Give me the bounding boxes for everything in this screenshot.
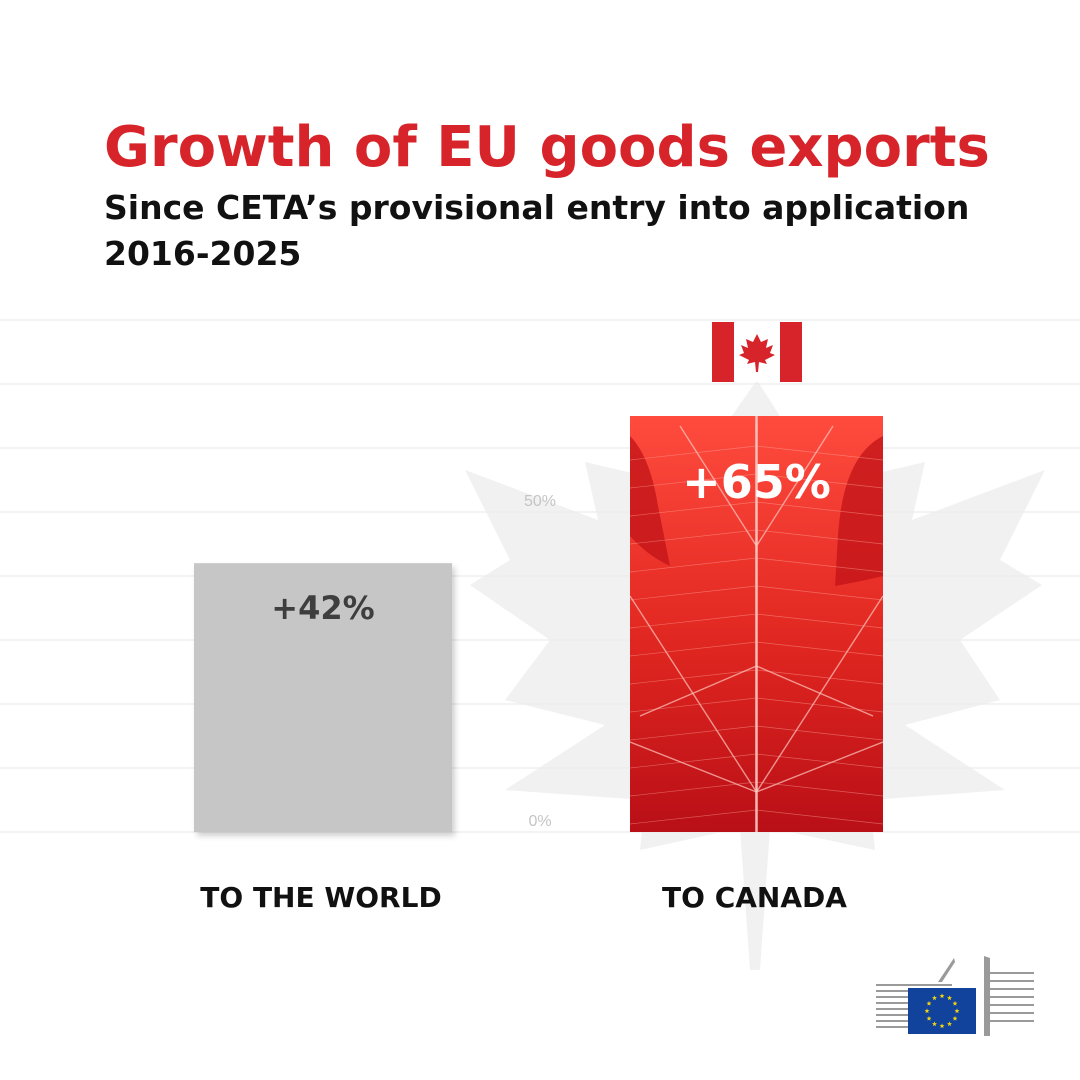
y-tick-label: 50%	[524, 493, 556, 510]
chart-subtitle: Since CETA’s provisional entry into appl…	[104, 188, 970, 227]
category-label: TO THE WORLD	[200, 881, 441, 914]
y-tick-label: 0%	[528, 813, 551, 830]
value-label-to-canada: +65%	[682, 455, 831, 509]
eu-star-icon	[932, 1021, 937, 1027]
chart-period: 2016-2025	[104, 234, 302, 273]
eu-star-icon	[952, 1000, 958, 1006]
eu-star-icon	[939, 1023, 945, 1029]
eu-star-icon	[924, 1008, 930, 1014]
eu-star-icon	[947, 1021, 952, 1027]
eu-star-icon	[952, 1015, 958, 1021]
canada-flag-icon	[712, 322, 802, 382]
european-commission-logo	[876, 956, 1034, 1036]
bar-to-the-world	[194, 563, 452, 832]
eu-star-icon	[939, 993, 945, 999]
category-label: TO CANADA	[662, 881, 847, 914]
value-label-to-the-world: +42%	[271, 589, 374, 627]
chart-title: Growth of EU goods exports	[104, 115, 990, 180]
eu-star-icon	[926, 1000, 932, 1006]
eu-star-icon	[932, 995, 937, 1001]
bar-to-canada	[630, 416, 883, 832]
eu-star-icon	[947, 995, 952, 1001]
eu-star-icon	[926, 1015, 932, 1021]
eu-star-icon	[954, 1008, 960, 1014]
